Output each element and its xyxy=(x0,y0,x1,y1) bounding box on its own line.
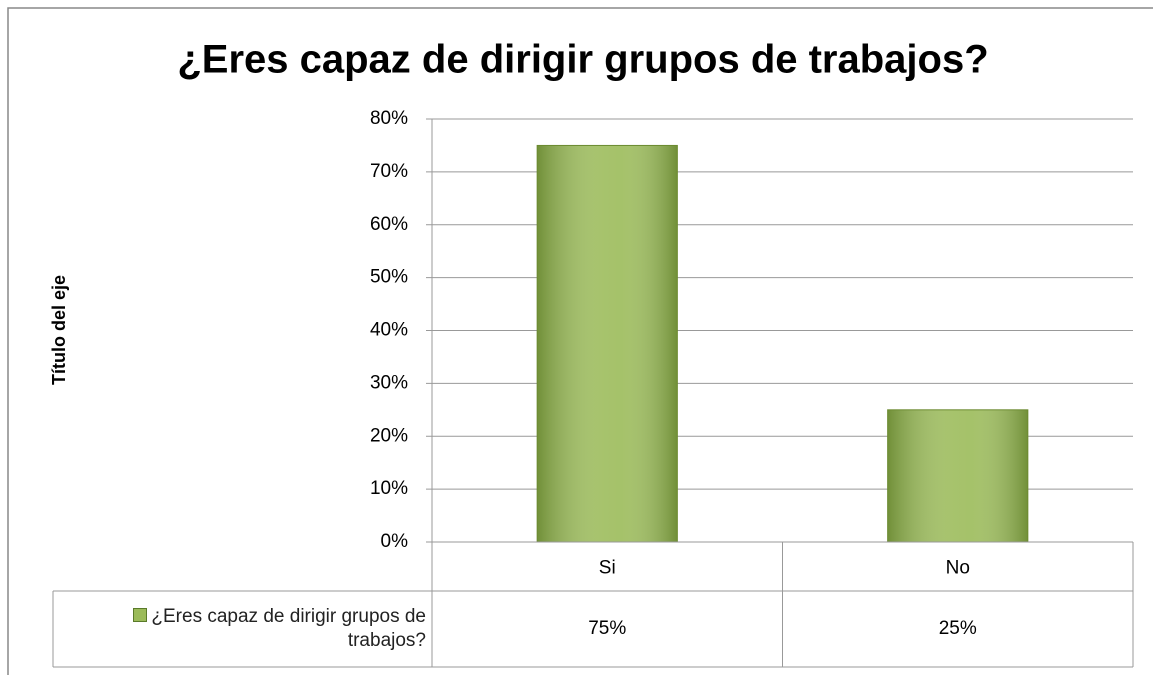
x-tick-label: No xyxy=(946,558,970,579)
bar-shade xyxy=(887,409,1029,543)
y-tick-label: 40% xyxy=(370,320,408,341)
y-tick-label: 10% xyxy=(370,478,408,499)
y-tick-label: 80% xyxy=(370,108,408,129)
legend-swatch xyxy=(133,608,148,622)
y-tick-label: 30% xyxy=(370,372,408,393)
y-tick-label: 50% xyxy=(370,267,408,288)
x-tick-label: Si xyxy=(599,558,616,579)
bar-shade xyxy=(536,144,678,543)
legend-label: ¿Eres capaz de dirigir grupos de trabajo… xyxy=(151,606,426,651)
y-tick-label: 70% xyxy=(370,161,408,182)
table-value: 75% xyxy=(588,618,626,639)
y-tick-label: 0% xyxy=(381,531,409,552)
y-tick-label: 60% xyxy=(370,214,408,235)
y-axis-title: Título del eje xyxy=(49,275,69,385)
chart-title: ¿Eres capaz de dirigir grupos de trabajo… xyxy=(177,38,988,82)
table-value: 25% xyxy=(939,618,977,639)
y-tick-label: 20% xyxy=(370,425,408,446)
legend-entry: ¿Eres capaz de dirigir grupos de trabajo… xyxy=(60,596,426,662)
chart-border xyxy=(7,7,1153,675)
